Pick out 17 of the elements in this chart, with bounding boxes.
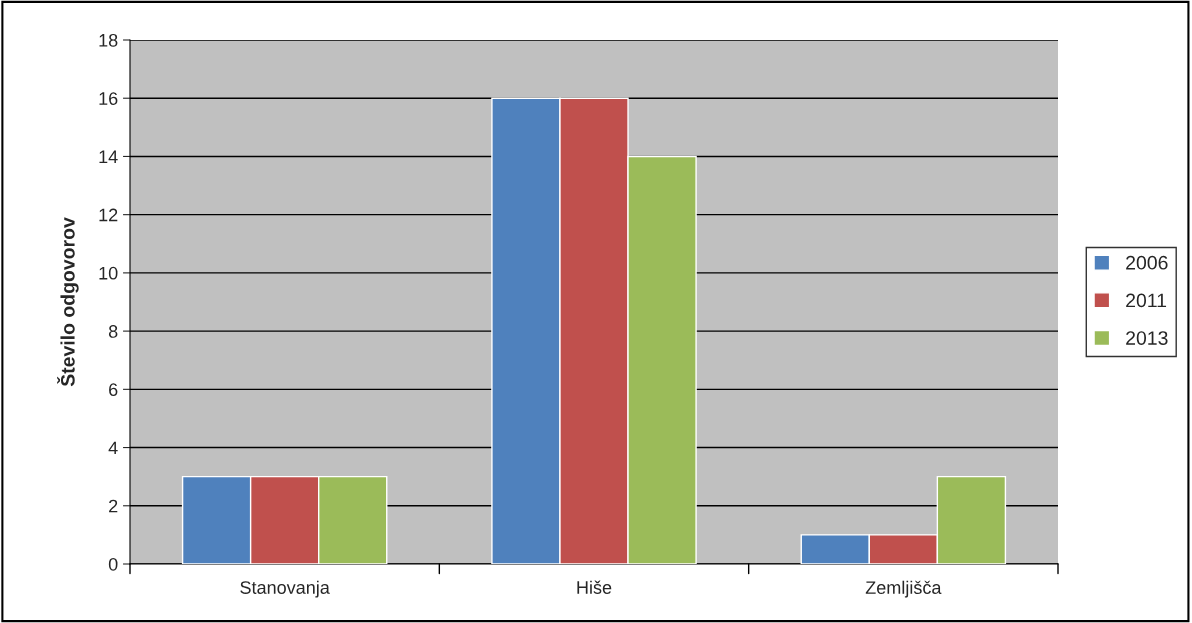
y-tick-label: 14 (99, 150, 118, 163)
y-tick-label: 2 (109, 499, 118, 513)
legend-label: 2006 (1126, 255, 1168, 270)
y-tick-label: 12 (99, 208, 118, 222)
y-tick-label: 10 (99, 266, 118, 280)
y-tick-label: 6 (109, 383, 118, 397)
y-tick-label: 18 (99, 33, 118, 47)
legend-label: 2013 (1126, 331, 1168, 345)
y-tick-label: 4 (108, 441, 118, 455)
x-tick-label: Stanovanja (240, 580, 330, 598)
y-tick-label: 0 (108, 557, 118, 571)
y-tick-label: 8 (108, 325, 118, 338)
y-axis-title: Število odgovorov (57, 217, 79, 387)
y-tick-label: 16 (99, 92, 118, 105)
x-tick-label: Hiše (577, 580, 612, 594)
legend-label: 2011 (1126, 293, 1167, 308)
x-tick-label: Zemljišča (865, 580, 942, 598)
